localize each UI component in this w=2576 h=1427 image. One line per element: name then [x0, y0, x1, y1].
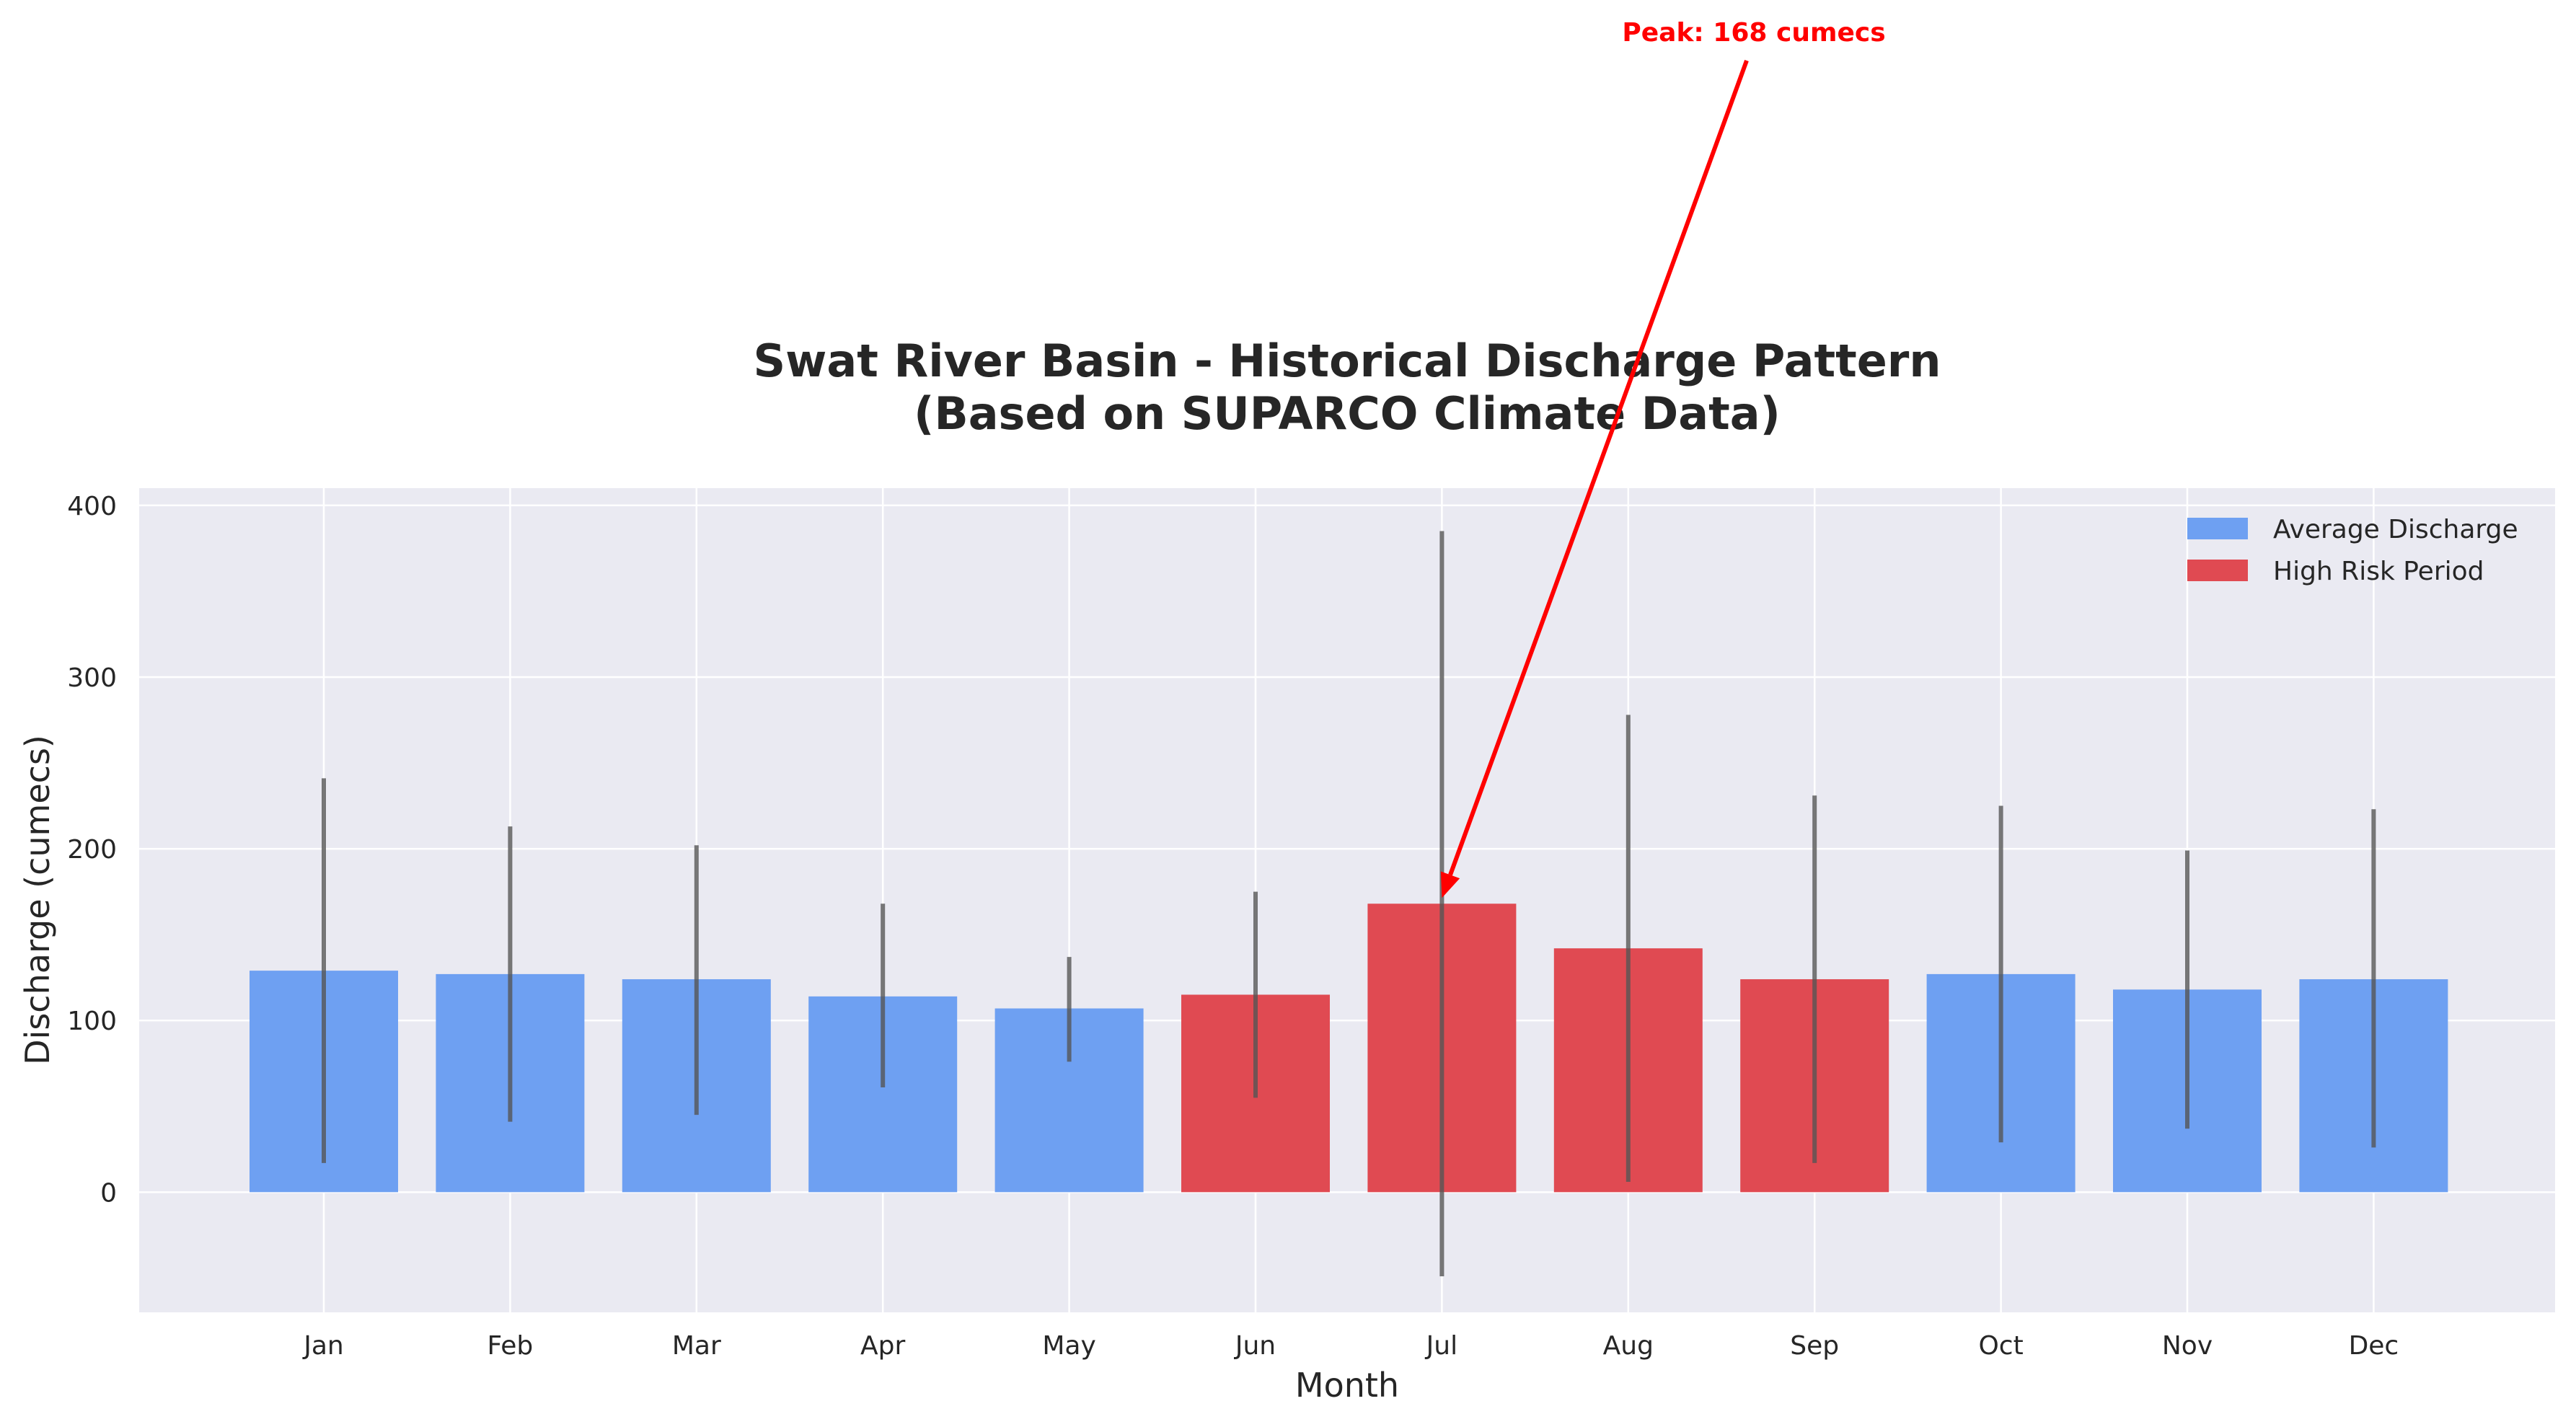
y-tick-label: 400 — [67, 492, 117, 521]
x-tick-label: Jul — [1425, 1331, 1457, 1361]
x-tick-label: Oct — [1978, 1331, 2023, 1361]
legend-swatch-average — [2187, 518, 2248, 539]
x-tick-label: Jun — [1234, 1331, 1276, 1361]
chart-subtitle: (Based on SUPARCO Climate Data) — [914, 387, 1781, 440]
y-tick-label: 0 — [100, 1178, 117, 1208]
x-tick-label: May — [1042, 1331, 1095, 1361]
x-tick-label: Apr — [860, 1331, 905, 1361]
x-tick-label: Jan — [302, 1331, 344, 1361]
legend: Average Discharge High Risk Period — [2187, 515, 2518, 586]
x-tick-label: Nov — [2162, 1331, 2213, 1361]
annotation-text: Peak: 168 cumecs — [1622, 18, 1885, 48]
x-tick-label: Aug — [1603, 1331, 1654, 1361]
x-axis-label: Month — [1295, 1366, 1399, 1405]
x-tick-labels: Jan Feb Mar Apr May Jun Jul Aug Sep Oct Nov Dec — [302, 1331, 2399, 1361]
y-axis-label: Discharge (cumecs) — [18, 735, 57, 1065]
y-tick-labels: 0 100 200 300 400 — [67, 492, 117, 1209]
x-tick-label: Feb — [488, 1331, 534, 1361]
legend-label-average: Average Discharge — [2273, 515, 2518, 544]
y-tick-label: 300 — [67, 663, 117, 693]
x-tick-label: Sep — [1790, 1331, 1839, 1361]
error-bars — [322, 531, 2376, 1276]
peak-annotation: Peak: 168 cumecs — [1440, 18, 1886, 898]
y-tick-label: 200 — [67, 835, 117, 865]
x-tick-label: Mar — [672, 1331, 721, 1361]
chart-title: Swat River Basin - Historical Discharge … — [753, 335, 1941, 387]
annotation-arrowhead — [1440, 871, 1460, 898]
legend-label-high-risk: High Risk Period — [2273, 557, 2484, 586]
x-tick-label: Dec — [2349, 1331, 2399, 1361]
y-tick-label: 100 — [67, 1007, 117, 1036]
annotation-arrow — [1448, 59, 1749, 876]
legend-swatch-high-risk — [2187, 560, 2248, 581]
